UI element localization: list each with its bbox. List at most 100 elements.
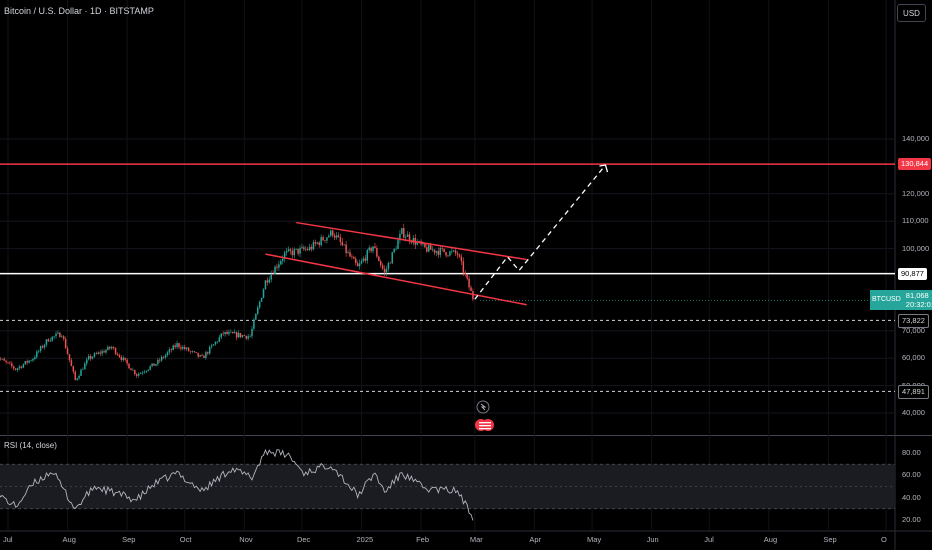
time-tick-label: Apr [529,535,542,544]
candle [306,247,309,252]
candle-body [184,346,186,350]
candle [13,365,15,371]
time-tick-label: Jul [704,535,714,544]
flag-stripe [479,425,491,427]
candle-body [387,262,390,269]
candle [318,241,320,248]
candle-body [343,244,345,246]
candle [454,248,457,256]
candle [84,361,86,370]
candle [193,350,196,353]
candle [255,313,257,320]
candle-body [255,313,257,320]
candle-body [378,256,380,262]
candle-body [235,332,238,338]
candle [214,341,217,346]
candle [197,352,199,359]
currency-button[interactable]: USD [897,4,926,22]
candle [262,288,265,299]
candle-body [360,260,363,264]
candle-body [247,336,249,339]
candle [310,244,313,252]
candle-body [32,359,34,361]
candle-body [283,252,286,259]
candle-body [251,328,253,337]
candle-body [0,358,2,360]
candle-body [176,343,178,348]
candle-body [408,234,411,242]
candle [78,374,80,380]
price-tick-label: 40,000 [902,408,925,417]
candle [128,363,130,369]
event-icons[interactable] [475,400,494,431]
candle-body [91,356,94,359]
candle-body [74,371,76,380]
candle-body [160,356,163,361]
candle [99,349,101,357]
candle-body [424,243,426,248]
channel-upper-line [296,221,527,261]
candle [22,363,25,369]
candle [132,367,134,371]
candle-body [187,347,190,352]
rsi-tick-label: 60.00 [902,470,921,480]
candle [422,241,424,247]
candle [222,331,224,337]
candle [426,243,428,254]
candle-body [66,348,69,355]
candle [264,279,267,290]
candle-body [237,332,240,338]
candle [189,350,192,354]
candle-body [433,249,436,253]
candle-body [353,257,355,259]
candle-body [226,331,228,334]
candle [226,329,228,336]
candle [109,346,111,351]
candle-body [164,354,167,358]
candle-body [72,366,75,372]
candle [41,344,44,349]
candle-body [458,254,461,257]
candle [272,270,274,276]
candle [387,261,390,272]
candle [280,259,282,266]
candle [97,351,100,355]
candle-body [426,247,428,252]
candle-body [132,369,134,371]
candle [143,369,146,374]
candle [249,334,251,338]
candle-body [293,249,296,256]
candle [333,232,336,241]
candle-body [333,235,336,238]
candle-body [9,362,11,364]
candle-body [379,261,382,266]
candle [160,355,163,362]
candle [207,351,209,356]
candle-body [112,347,115,348]
candle [55,331,57,339]
candle [449,250,451,257]
candle [220,333,223,340]
candle [80,368,82,376]
candle-body [287,249,290,252]
candle-body [182,346,184,349]
candle [176,340,178,350]
projection-arrowhead [599,164,609,173]
candle [51,336,53,342]
candle-body [381,265,384,269]
candle [118,353,121,359]
candle-body [86,359,88,364]
time-tick-label: Aug [62,535,76,544]
trend-drawings[interactable] [265,164,609,306]
candle [360,258,363,265]
candle-body [462,261,465,273]
candle [270,270,272,283]
candle [93,352,96,358]
candle [24,360,27,366]
candle-body [1,358,3,360]
candle-body [218,337,221,342]
candle [159,357,161,363]
